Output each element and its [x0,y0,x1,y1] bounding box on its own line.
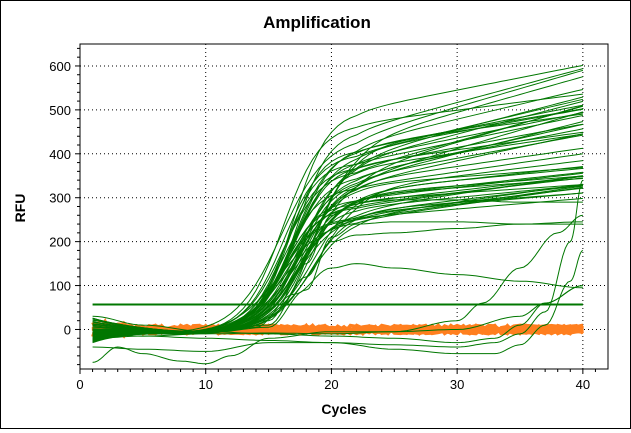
chart-title: Amplification [263,13,371,32]
y-tick-label: 200 [49,235,71,250]
amplification-curves [92,64,584,365]
x-axis-label: Cycles [321,401,366,417]
negative-curve [91,323,584,339]
late-amplification-curve [92,285,583,344]
x-tick-label: 10 [198,377,212,392]
late-amplification-curve [92,249,584,355]
y-tick-label: 400 [49,147,71,162]
late-amplification-curve [92,179,584,348]
late-amplification-curve [92,214,583,339]
late-amplification-curve [92,285,583,365]
y-tick-label: 100 [49,279,71,294]
y-tick-label: 0 [64,322,71,337]
x-tick-label: 20 [324,377,338,392]
x-tick-label: 40 [576,377,590,392]
y-axis-label: RFU [12,194,28,223]
y-tick-label: 300 [49,191,71,206]
x-tick-label: 0 [76,377,83,392]
x-tick-label: 30 [450,377,464,392]
plot-border [79,43,609,370]
low-amplification-curve [92,221,583,333]
y-tick-label: 500 [49,103,71,118]
y-tick-label: 600 [49,59,71,74]
amplification-curve [92,185,583,335]
low-amplification-curve [92,263,583,335]
low-amplification-curve [92,199,583,334]
